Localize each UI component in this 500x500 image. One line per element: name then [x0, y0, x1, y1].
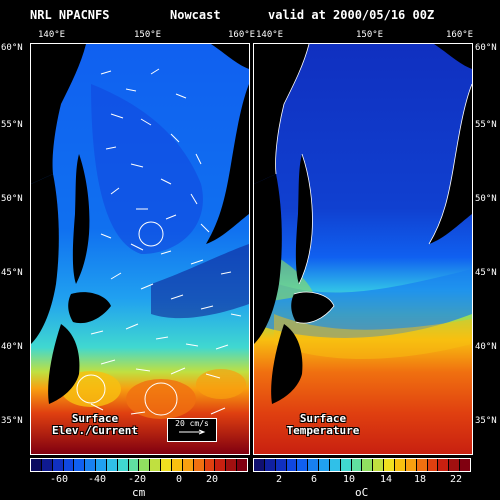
lat-label-60-right: 60°N: [475, 43, 497, 53]
lat-label-50-right: 50°N: [475, 194, 497, 204]
temperature-swatch-8: [329, 459, 341, 471]
elevation-swatch-6: [85, 459, 97, 471]
lon-label-140-right: 140°E: [256, 30, 284, 40]
elevation-swatch-4: [63, 459, 75, 471]
temperature-swatch-7: [319, 459, 330, 471]
right-panel-label: Surface Temperature: [268, 413, 378, 437]
product-title: NRL NPACNFS: [30, 8, 110, 22]
temp-tick-4: 14: [380, 474, 393, 485]
elevation-swatch-11: [139, 459, 151, 471]
temperature-swatch-15: [405, 459, 417, 471]
elev-tick-1: -60: [50, 474, 69, 485]
temp-tick-2: 6: [311, 474, 318, 485]
lon-label-150-right: 150°E: [356, 30, 384, 40]
temperature-swatch-12: [373, 459, 385, 471]
elev-tick-5: 20: [206, 474, 219, 485]
temperature-field: [254, 44, 472, 454]
lat-label-60-left: 60°N: [1, 43, 23, 53]
right-label-line2: Temperature: [286, 424, 360, 437]
elevation-swatch-13: [161, 459, 172, 471]
temperature-colorbar: [253, 458, 471, 472]
temperature-swatch-13: [384, 459, 395, 471]
lat-label-55-left: 55°N: [1, 120, 23, 130]
lat-label-40-right: 40°N: [475, 342, 497, 352]
temperature-swatch-11: [362, 459, 374, 471]
temp-tick-1: 2: [276, 474, 283, 485]
lon-label-140-left: 140°E: [38, 30, 66, 40]
forecast-type: Nowcast: [170, 8, 221, 22]
temperature-swatch-17: [427, 459, 439, 471]
elevation-swatch-5: [74, 459, 86, 471]
temperature-swatch-6: [308, 459, 320, 471]
elevation-swatch-14: [171, 459, 183, 471]
elevation-swatch-15: [182, 459, 194, 471]
lat-label-55-right: 55°N: [475, 120, 497, 130]
elevation-swatch-18: [215, 459, 227, 471]
current-vectors: [76, 68, 242, 424]
temperature-swatch-9: [340, 459, 352, 471]
elevation-swatch-10: [128, 459, 140, 471]
left-panel-label: Surface Elev./Current: [40, 413, 150, 437]
temperature-swatch-14: [394, 459, 406, 471]
elev-tick-3: -20: [128, 474, 147, 485]
elevation-colorbar: [30, 458, 248, 472]
vector-scale-arrow: [179, 429, 206, 435]
temperature-swatch-4: [286, 459, 298, 471]
temperature-swatch-20: [460, 459, 470, 471]
temperature-swatch-2: [264, 459, 276, 471]
temp-tick-6: 22: [450, 474, 463, 485]
coastlines: [275, 44, 472, 324]
elevation-swatch-1: [31, 459, 42, 471]
right-label-line1: Surface: [299, 412, 347, 425]
temperature-swatch-3: [275, 459, 287, 471]
temp-unit: oC: [355, 486, 369, 499]
elevation-swatch-7: [96, 459, 107, 471]
elevation-swatch-17: [204, 459, 216, 471]
elevation-swatch-19: [226, 459, 238, 471]
elevation-swatch-9: [117, 459, 129, 471]
lon-label-150-left: 150°E: [134, 30, 162, 40]
elevation-current-map: [30, 43, 250, 455]
lat-label-45-left: 45°N: [1, 268, 23, 278]
left-label-line2: Elev./Current: [51, 424, 139, 437]
elevation-field: [31, 44, 249, 454]
elevation-swatch-20: [237, 459, 247, 471]
temp-tick-5: 18: [414, 474, 427, 485]
elev-tick-4: 0: [176, 474, 183, 485]
elevation-swatch-16: [193, 459, 205, 471]
temperature-swatch-16: [416, 459, 428, 471]
vector-scale-label: 20 cm/s: [175, 419, 209, 428]
temperature-swatch-18: [438, 459, 450, 471]
lon-label-160-left: 160°E: [228, 30, 256, 40]
elevation-swatch-2: [41, 459, 53, 471]
lon-label-160-right: 160°E: [446, 30, 474, 40]
temp-tick-3: 10: [343, 474, 356, 485]
elevation-swatch-12: [150, 459, 162, 471]
temperature-swatch-10: [351, 459, 363, 471]
valid-time: valid at 2000/05/16 00Z: [268, 8, 435, 22]
lat-label-50-left: 50°N: [1, 194, 23, 204]
elevation-swatch-8: [106, 459, 118, 471]
left-label-line1: Surface: [71, 412, 119, 425]
elevation-swatch-3: [52, 459, 64, 471]
elev-tick-2: -40: [88, 474, 107, 485]
vector-scale-legend: 20 cm/s: [167, 418, 217, 442]
lat-label-35-right: 35°N: [475, 416, 497, 426]
lat-label-45-right: 45°N: [475, 268, 497, 278]
lat-label-35-left: 35°N: [1, 416, 23, 426]
temperature-swatch-19: [449, 459, 461, 471]
elev-unit: cm: [132, 486, 146, 499]
temperature-swatch-1: [254, 459, 265, 471]
temperature-swatch-5: [297, 459, 309, 471]
lat-label-40-left: 40°N: [1, 342, 23, 352]
temperature-map: [253, 43, 473, 455]
